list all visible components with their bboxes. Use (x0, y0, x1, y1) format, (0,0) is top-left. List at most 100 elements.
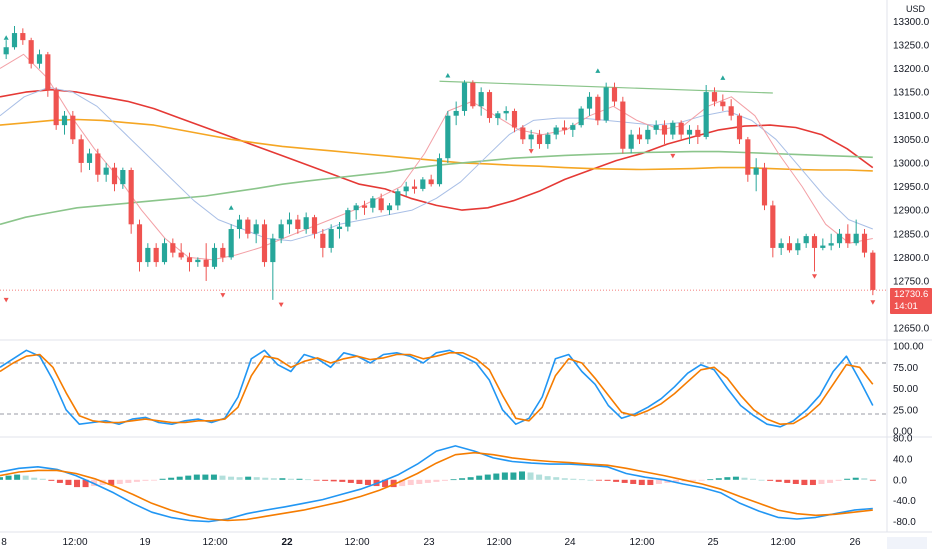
macd-histogram-bar (801, 479, 808, 486)
candle-body (178, 252, 184, 258)
moving-average-ma_green (0, 150, 873, 226)
candle-body (803, 236, 809, 244)
candle-body (295, 219, 301, 230)
macd-histogram-bar (382, 479, 389, 488)
candle-body (436, 158, 443, 185)
candle-body (761, 167, 768, 206)
candle-body (570, 125, 576, 130)
candle-body (3, 47, 9, 55)
candle-body (186, 257, 193, 263)
macd-histogram-bar (467, 477, 474, 480)
macd-histogram-bar (638, 479, 645, 486)
stoch-tick-label: 50.00 (893, 384, 918, 395)
time-tick-label: 24 (564, 537, 576, 548)
candle-body (278, 224, 284, 239)
buy-signal-marker (720, 75, 726, 80)
candle-body (636, 134, 643, 140)
macd-tick-label: 40.0 (893, 454, 913, 465)
candle-body (611, 87, 618, 102)
macd-histogram-bar (245, 476, 252, 480)
candle-body (661, 125, 668, 135)
macd-histogram-bar (450, 479, 457, 481)
currency-text: USD (905, 4, 925, 14)
macd-histogram-bar (827, 479, 834, 483)
stoch-tick-label: 100.00 (893, 342, 924, 353)
macd-line-macd (0, 445, 873, 523)
macd-histogram-bar (561, 478, 568, 480)
candle-body (211, 247, 218, 267)
candle-body (378, 198, 384, 211)
macd-histogram-bar (390, 479, 397, 488)
macd-histogram-bar (613, 479, 620, 482)
macd-histogram-bar (416, 479, 423, 484)
price-tick-label: 12950.0 (893, 182, 930, 193)
candle-body (53, 89, 59, 126)
candle-body (828, 243, 834, 246)
candle-body (728, 106, 734, 116)
macd-histogram-bar (844, 478, 851, 480)
candle-body (236, 219, 243, 230)
candle-body (670, 122, 676, 135)
candle-body (753, 167, 759, 175)
axis-corner[interactable] (887, 537, 927, 549)
macd-histogram-bar (707, 479, 714, 481)
macd-histogram-bar (750, 478, 757, 480)
macd-histogram-bar (22, 475, 29, 480)
stoch-line-stoch_k (0, 349, 874, 428)
candle-body (245, 219, 251, 234)
candle-body (745, 139, 751, 175)
macd-histogram-bar (852, 477, 859, 480)
candle-body (286, 219, 293, 225)
macd-histogram-bar (784, 479, 791, 483)
time-tick-label: 19 (139, 537, 151, 548)
macd-histogram-bar (133, 479, 140, 482)
last-price-badge: 12730.6 14:01 (890, 288, 932, 314)
macd-histogram-bar (621, 479, 628, 483)
candle-body (428, 179, 434, 185)
macd-histogram-bar (518, 471, 525, 480)
macd-histogram-bar (553, 477, 560, 480)
macd-histogram-bar (305, 479, 312, 481)
time-tick-label: 12:00 (344, 537, 369, 548)
macd-histogram-bar (424, 479, 431, 483)
candle-body (328, 229, 334, 248)
candle-body (811, 236, 818, 248)
macd-histogram-bar (313, 479, 320, 481)
candle-body (153, 247, 159, 263)
candle-body (228, 229, 234, 258)
macd-histogram-bar (322, 479, 329, 481)
macd-histogram-bar (493, 473, 500, 480)
candle-body (545, 134, 551, 145)
macd-tick-label: -80.0 (893, 517, 916, 528)
macd-histogram-bar (655, 479, 662, 484)
macd-histogram-bar (253, 477, 260, 480)
macd-histogram-bar (125, 479, 132, 483)
macd-histogram-bar (869, 479, 876, 481)
macd-histogram-bar (151, 479, 158, 481)
macd-histogram-bar (5, 475, 12, 480)
candle-body (778, 243, 784, 248)
price-tick-label: 13000.0 (893, 158, 930, 169)
macd-histogram-bar (647, 479, 654, 486)
candle-body (870, 252, 876, 290)
price-tick-label: 13050.0 (893, 135, 930, 146)
candle-body (36, 54, 43, 64)
macd-histogram-bar (741, 477, 748, 480)
candle-body (620, 101, 626, 149)
macd-histogram-bar (476, 475, 483, 480)
time-tick-label: 25 (707, 537, 719, 548)
candle-body (270, 238, 276, 263)
candle-body (170, 243, 176, 253)
macd-histogram-bar (441, 479, 448, 481)
candle-body (503, 110, 509, 114)
candle-body (736, 115, 743, 140)
candle-body (595, 96, 601, 121)
macd-histogram-bar (587, 479, 594, 481)
candle-body (103, 167, 109, 175)
candle-body (578, 108, 584, 126)
candle-body (528, 134, 534, 140)
candle-body (203, 259, 209, 267)
macd-histogram-bar (604, 479, 611, 481)
